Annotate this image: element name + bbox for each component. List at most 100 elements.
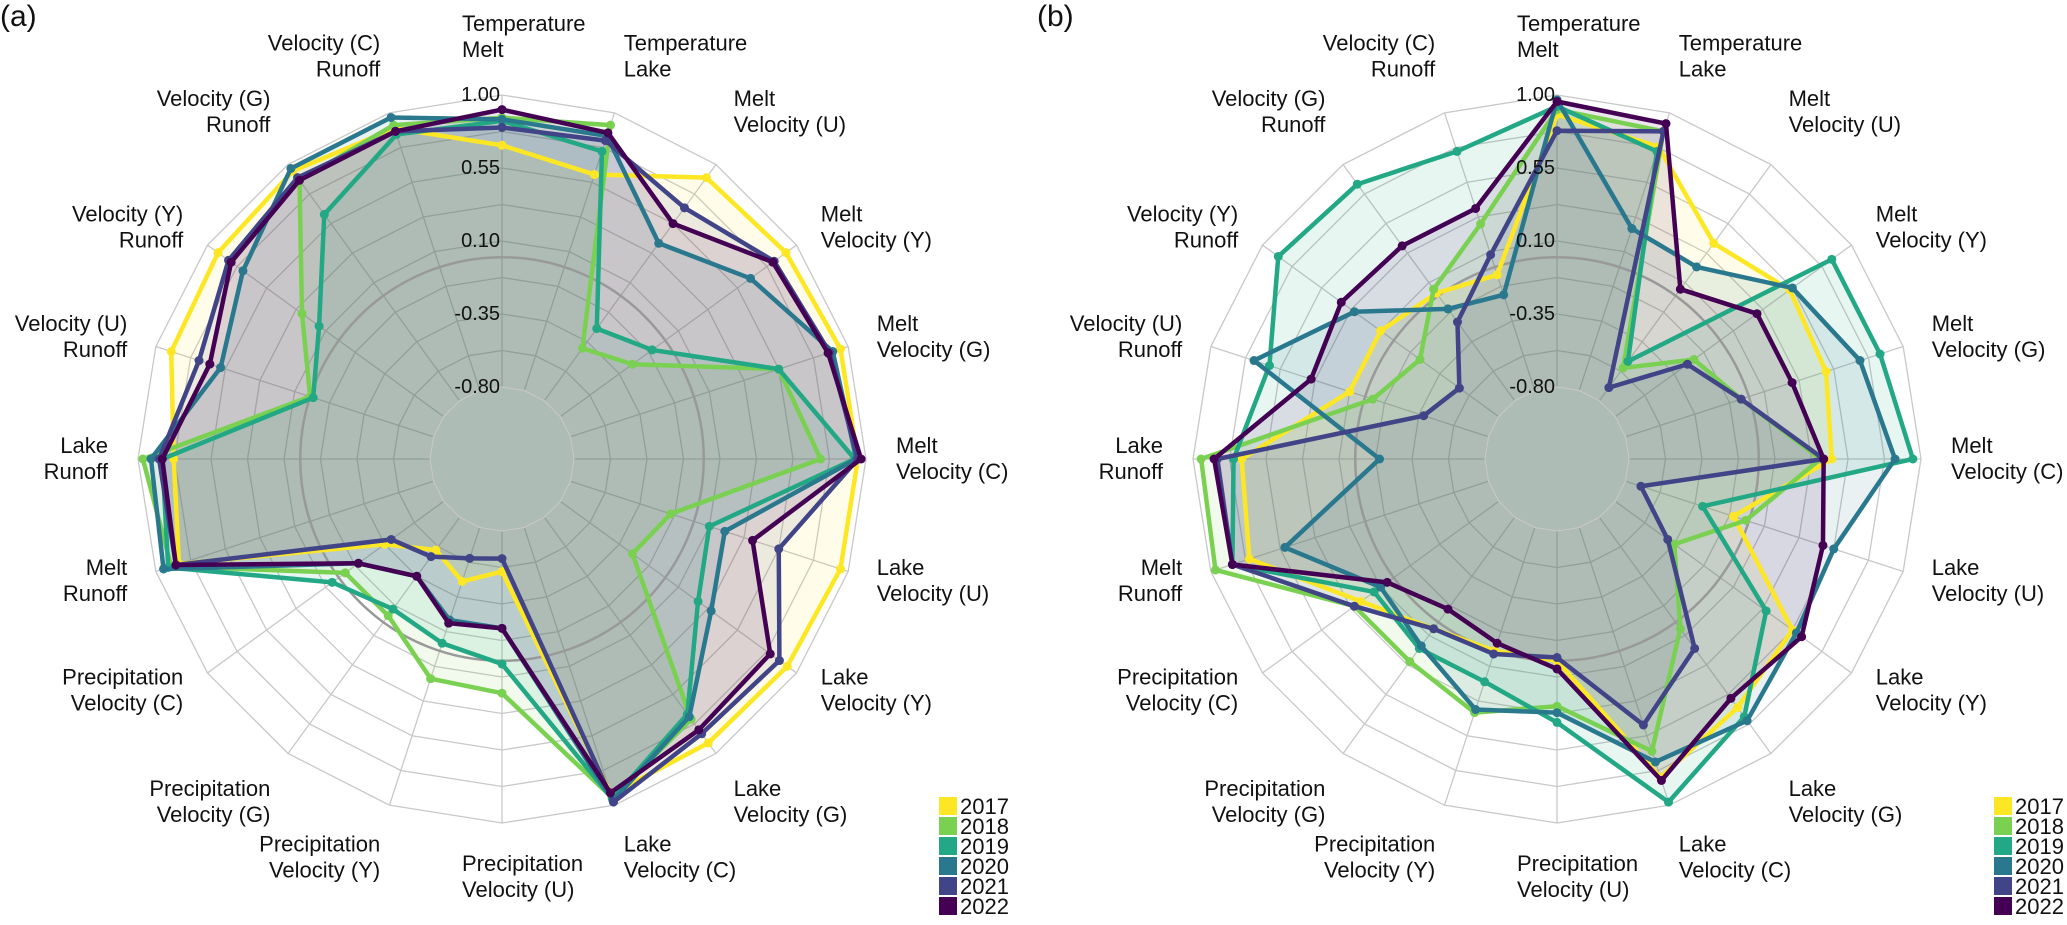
data-point [1690,643,1700,653]
data-point [720,526,730,536]
axis-label: Temperature Lake [1679,30,1803,81]
data-point [497,623,507,633]
data-point [1552,717,1562,727]
axis-label: Velocity (U) Runoff [15,311,128,362]
axis-label: Melt Velocity (Y) [1876,201,1987,252]
axis-label-line: Runoff [316,56,381,81]
series-2022 [1209,96,1829,785]
data-point [823,348,833,358]
data-point [1382,577,1392,587]
axis-label-line: Melt [734,86,776,111]
data-point [1698,501,1708,511]
axis-label: Lake Velocity (C) [1679,832,1791,883]
radial-tick-label: 1.00 [461,84,500,106]
series-area-2018 [1201,109,1821,752]
axis-label-line: Velocity (C) [624,858,736,883]
axis-label-line: Lake [1115,433,1163,458]
axis-label-line: Velocity (Y) [1876,691,1987,716]
data-point [437,638,447,648]
axis-label-line: Precipitation [62,665,183,690]
data-point [426,674,436,684]
data-point [1210,565,1220,575]
grid-spoke [570,345,849,438]
radial-tick-label: 0.10 [1516,230,1555,252]
legend-swatch-2021 [1994,877,2012,895]
data-point [1733,703,1743,713]
axis-label-line: Velocity (C) [896,459,1008,484]
axis-label-line: Velocity (U) [1932,581,2044,606]
axis-label: Velocity (C) Runoff [1323,30,1436,81]
legend-label: 2021 [960,874,1009,899]
data-point [388,604,398,614]
legend-swatch-2017 [939,797,957,815]
grid-spoke [388,527,481,806]
data-point [577,343,587,353]
data-point [1552,96,1562,106]
data-point [1349,601,1359,611]
data-point [1692,262,1702,272]
legend-swatch-2020 [939,857,957,875]
data-point [1471,203,1481,213]
data-point [1675,284,1685,294]
axis-label: Lake Velocity (U) [1932,555,2044,606]
axis-label-line: Melt [1789,86,1831,111]
axis-label: Lake Velocity (C) [624,832,736,883]
data-point [668,219,678,229]
axis-label: Melt Velocity (G) [1932,311,2046,362]
axis-label: Precipitation Velocity (C) [1117,665,1238,716]
axis-label-line: Temperature [624,30,748,55]
series-area-2022 [162,109,862,793]
legend-label: 2021 [2015,874,2064,899]
data-point [1368,394,1378,404]
axis-label-line: Lake [821,665,869,690]
axis-label: Temperature Lake [624,30,748,81]
data-point [1855,356,1865,366]
data-point [1663,797,1673,807]
axis-label-line: Velocity (U) [1517,877,1629,902]
data-point [1709,238,1719,248]
legend-swatch-2020 [1994,857,2012,875]
legend-swatch-2019 [939,837,957,855]
data-point [1818,540,1828,550]
legend-swatch-2018 [1994,817,2012,835]
axis-label-line: Velocity (G) [877,337,991,362]
data-point [497,122,507,132]
data-point [1787,378,1797,388]
data-point [1227,559,1237,569]
axis-label-line: Runoff [63,581,128,606]
axis-label-line: Lake [877,555,925,580]
data-point [1650,757,1660,767]
axis-label-line: Velocity (Y) [821,227,932,252]
axis-label-line: Velocity (G) [1932,337,2046,362]
axis-label-line: Lake [624,56,672,81]
data-point [1752,309,1762,319]
grid-spoke [207,244,445,418]
data-point [146,454,156,464]
axis-label: Lake Velocity (G) [734,776,848,827]
data-point [1669,539,1679,549]
data-point [1336,297,1346,307]
data-point [1273,251,1283,261]
grid-spoke [523,112,616,391]
grid-spoke [559,500,797,674]
axis-label-line: Velocity (U) [1070,311,1182,336]
grid-spoke [155,480,434,573]
data-point [314,321,324,331]
inner-hole [1484,386,1630,532]
series-area-2019 [162,120,855,800]
data-point [1875,349,1885,359]
radar-grid [137,94,867,824]
data-point [627,359,637,369]
axis-label-line: Velocity (Y) [821,691,932,716]
grid-spoke [287,164,461,402]
axis-label-line: Lake [1679,832,1727,857]
data-point [319,209,329,219]
radial-tick-label: -0.35 [1509,303,1555,325]
data-point [1819,454,1829,464]
data-point [1264,361,1274,371]
data-point [1761,606,1771,616]
data-point [226,257,236,267]
axis-label-line: Velocity (Y) [1324,858,1435,883]
